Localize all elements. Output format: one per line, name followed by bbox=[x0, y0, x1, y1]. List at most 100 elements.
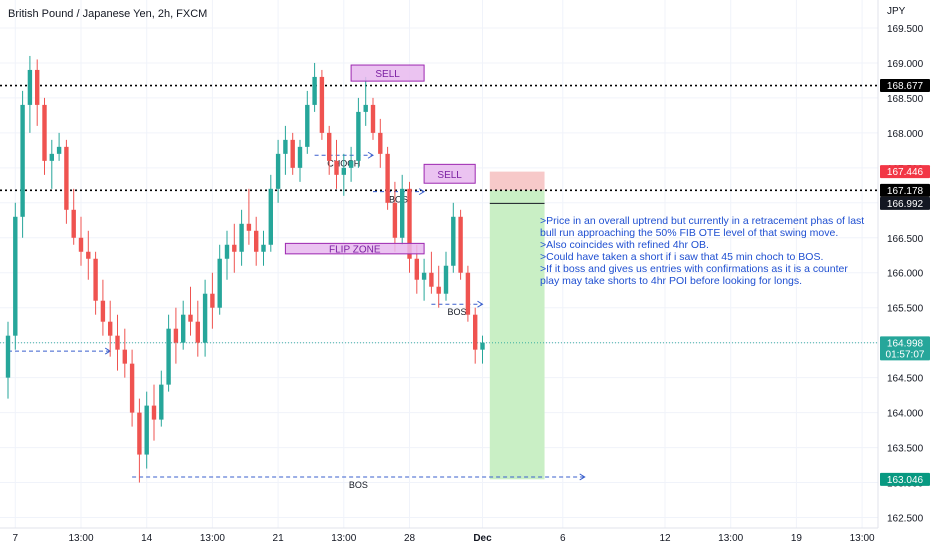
x-tick-label-6: 28 bbox=[404, 533, 416, 544]
candle-body-19 bbox=[144, 405, 149, 455]
y-tick-label-0: 169.500 bbox=[887, 24, 924, 35]
x-tick-label-11: 19 bbox=[791, 533, 803, 544]
price-tag-1-box bbox=[880, 196, 930, 210]
x-tick-label-7: Dec bbox=[473, 533, 492, 544]
chart-title: British Pound / Japanese Yen, 2h, FXCM bbox=[8, 8, 208, 20]
candle-body-56 bbox=[414, 258, 419, 280]
candle-body-51 bbox=[378, 132, 383, 154]
x-tick-label-1: 13:00 bbox=[68, 533, 93, 544]
candle-body-59 bbox=[436, 286, 441, 294]
candle-body-22 bbox=[166, 328, 171, 385]
price-tag-1-label: 166.992 bbox=[887, 199, 924, 210]
candle-body-1 bbox=[13, 216, 18, 336]
candle-body-57 bbox=[421, 272, 427, 280]
y-tick-label-1: 169.000 bbox=[887, 59, 924, 70]
candle-body-34 bbox=[254, 230, 259, 252]
price-tag-3-label: 163.046 bbox=[887, 475, 924, 486]
candle-body-49 bbox=[363, 104, 368, 112]
candle-body-38 bbox=[283, 139, 288, 154]
candle-body-4 bbox=[35, 69, 40, 105]
candle-body-23 bbox=[173, 328, 179, 343]
x-tick-label-0: 7 bbox=[13, 533, 19, 544]
candle-body-26 bbox=[195, 321, 200, 343]
short-position[interactable] bbox=[489, 171, 545, 480]
x-tick-label-5: 13:00 bbox=[331, 533, 356, 544]
y-tick-label-10: 164.500 bbox=[887, 374, 924, 385]
price-tag-2-label: 164.998 bbox=[887, 338, 924, 349]
price-tag-0-box bbox=[880, 165, 930, 179]
x-tick-label-9: 12 bbox=[659, 533, 671, 544]
position-target-area bbox=[489, 190, 545, 480]
candle-body-63 bbox=[465, 272, 471, 315]
price-tag-2-box bbox=[880, 336, 930, 361]
x-tick-label-4: 21 bbox=[273, 533, 285, 544]
bos-line-3-arrow bbox=[579, 473, 586, 481]
x-tick-label-10: 13:00 bbox=[718, 533, 743, 544]
candle-body-18 bbox=[137, 412, 142, 455]
candle-body-41 bbox=[305, 104, 310, 147]
candle-body-3 bbox=[27, 69, 33, 105]
candle-body-29 bbox=[217, 258, 222, 308]
candle-body-62 bbox=[458, 216, 463, 273]
candle-body-17 bbox=[129, 363, 135, 413]
candles bbox=[5, 55, 485, 483]
y-tick-label-14: 162.500 bbox=[887, 514, 924, 525]
y-tick-label-3: 168.000 bbox=[887, 129, 924, 140]
candle-body-9 bbox=[71, 209, 76, 238]
x-tick-label-12: 13:00 bbox=[850, 533, 875, 544]
level-tag-0-box bbox=[880, 79, 930, 93]
candle-body-48 bbox=[356, 111, 361, 161]
y-tick-label-8: 165.500 bbox=[887, 304, 924, 315]
level-tag-1-box bbox=[880, 183, 930, 197]
currency-label: JPY bbox=[887, 6, 906, 17]
bos-line-3-label: BOS bbox=[349, 480, 368, 490]
candle-body-47 bbox=[348, 160, 354, 168]
choch-line-arrow bbox=[367, 151, 374, 159]
x-tick-label-3: 13:00 bbox=[200, 533, 225, 544]
candle-body-58 bbox=[429, 272, 434, 287]
candle-body-60 bbox=[443, 265, 449, 294]
candle-body-55 bbox=[407, 188, 412, 259]
y-tick-label-2: 168.500 bbox=[887, 94, 924, 105]
sell-zone-1-label: SELL bbox=[375, 69, 400, 80]
candle-body-21 bbox=[159, 384, 164, 420]
x-tick-label-8: 6 bbox=[560, 533, 566, 544]
candle-body-25 bbox=[188, 314, 193, 322]
candle-body-37 bbox=[275, 153, 281, 189]
candle-body-14 bbox=[108, 321, 113, 336]
candle-body-53 bbox=[392, 202, 398, 238]
flip-zone-label: FLIP ZONE bbox=[329, 245, 381, 256]
candle-body-2 bbox=[20, 104, 25, 217]
y-tick-label-7: 166.000 bbox=[887, 269, 924, 280]
bos-line-1-arrow bbox=[418, 188, 426, 196]
candle-body-0 bbox=[5, 335, 11, 378]
candle-body-11 bbox=[86, 251, 91, 259]
y-tick-label-12: 163.500 bbox=[887, 444, 924, 455]
candle-body-7 bbox=[56, 146, 62, 154]
zones[interactable]: SELL SELL FLIP ZONE bbox=[284, 64, 476, 256]
position-stop-area bbox=[489, 171, 545, 191]
candle-body-54 bbox=[400, 188, 405, 238]
candle-body-5 bbox=[42, 104, 47, 161]
candle-body-64 bbox=[473, 314, 478, 350]
candle-body-6 bbox=[49, 153, 54, 161]
x-tick-label-2: 14 bbox=[141, 533, 153, 544]
candle-body-42 bbox=[312, 76, 317, 105]
y-tick-label-11: 164.000 bbox=[887, 409, 924, 420]
candle-body-52 bbox=[385, 153, 390, 203]
analysis-note: >Price in an overall uptrend but current… bbox=[540, 215, 865, 287]
candle-body-65 bbox=[480, 342, 485, 350]
candle-body-33 bbox=[246, 223, 252, 231]
candle-body-45 bbox=[334, 160, 339, 175]
axes: 169.500169.000168.500168.000167.500167.0… bbox=[0, 0, 924, 544]
y-tick-label-6: 166.500 bbox=[887, 234, 924, 245]
price-tag-2-sub: 01:57:07 bbox=[886, 349, 925, 360]
candle-body-8 bbox=[64, 146, 69, 210]
price-tags: 168.677 167.178 167.446 166.992 164.99801:57… bbox=[880, 79, 930, 486]
sell-zone-2 bbox=[423, 163, 476, 184]
candle-body-10 bbox=[78, 237, 84, 252]
candle-body-30 bbox=[224, 244, 230, 259]
sell-zone-2-label: SELL bbox=[437, 170, 462, 181]
